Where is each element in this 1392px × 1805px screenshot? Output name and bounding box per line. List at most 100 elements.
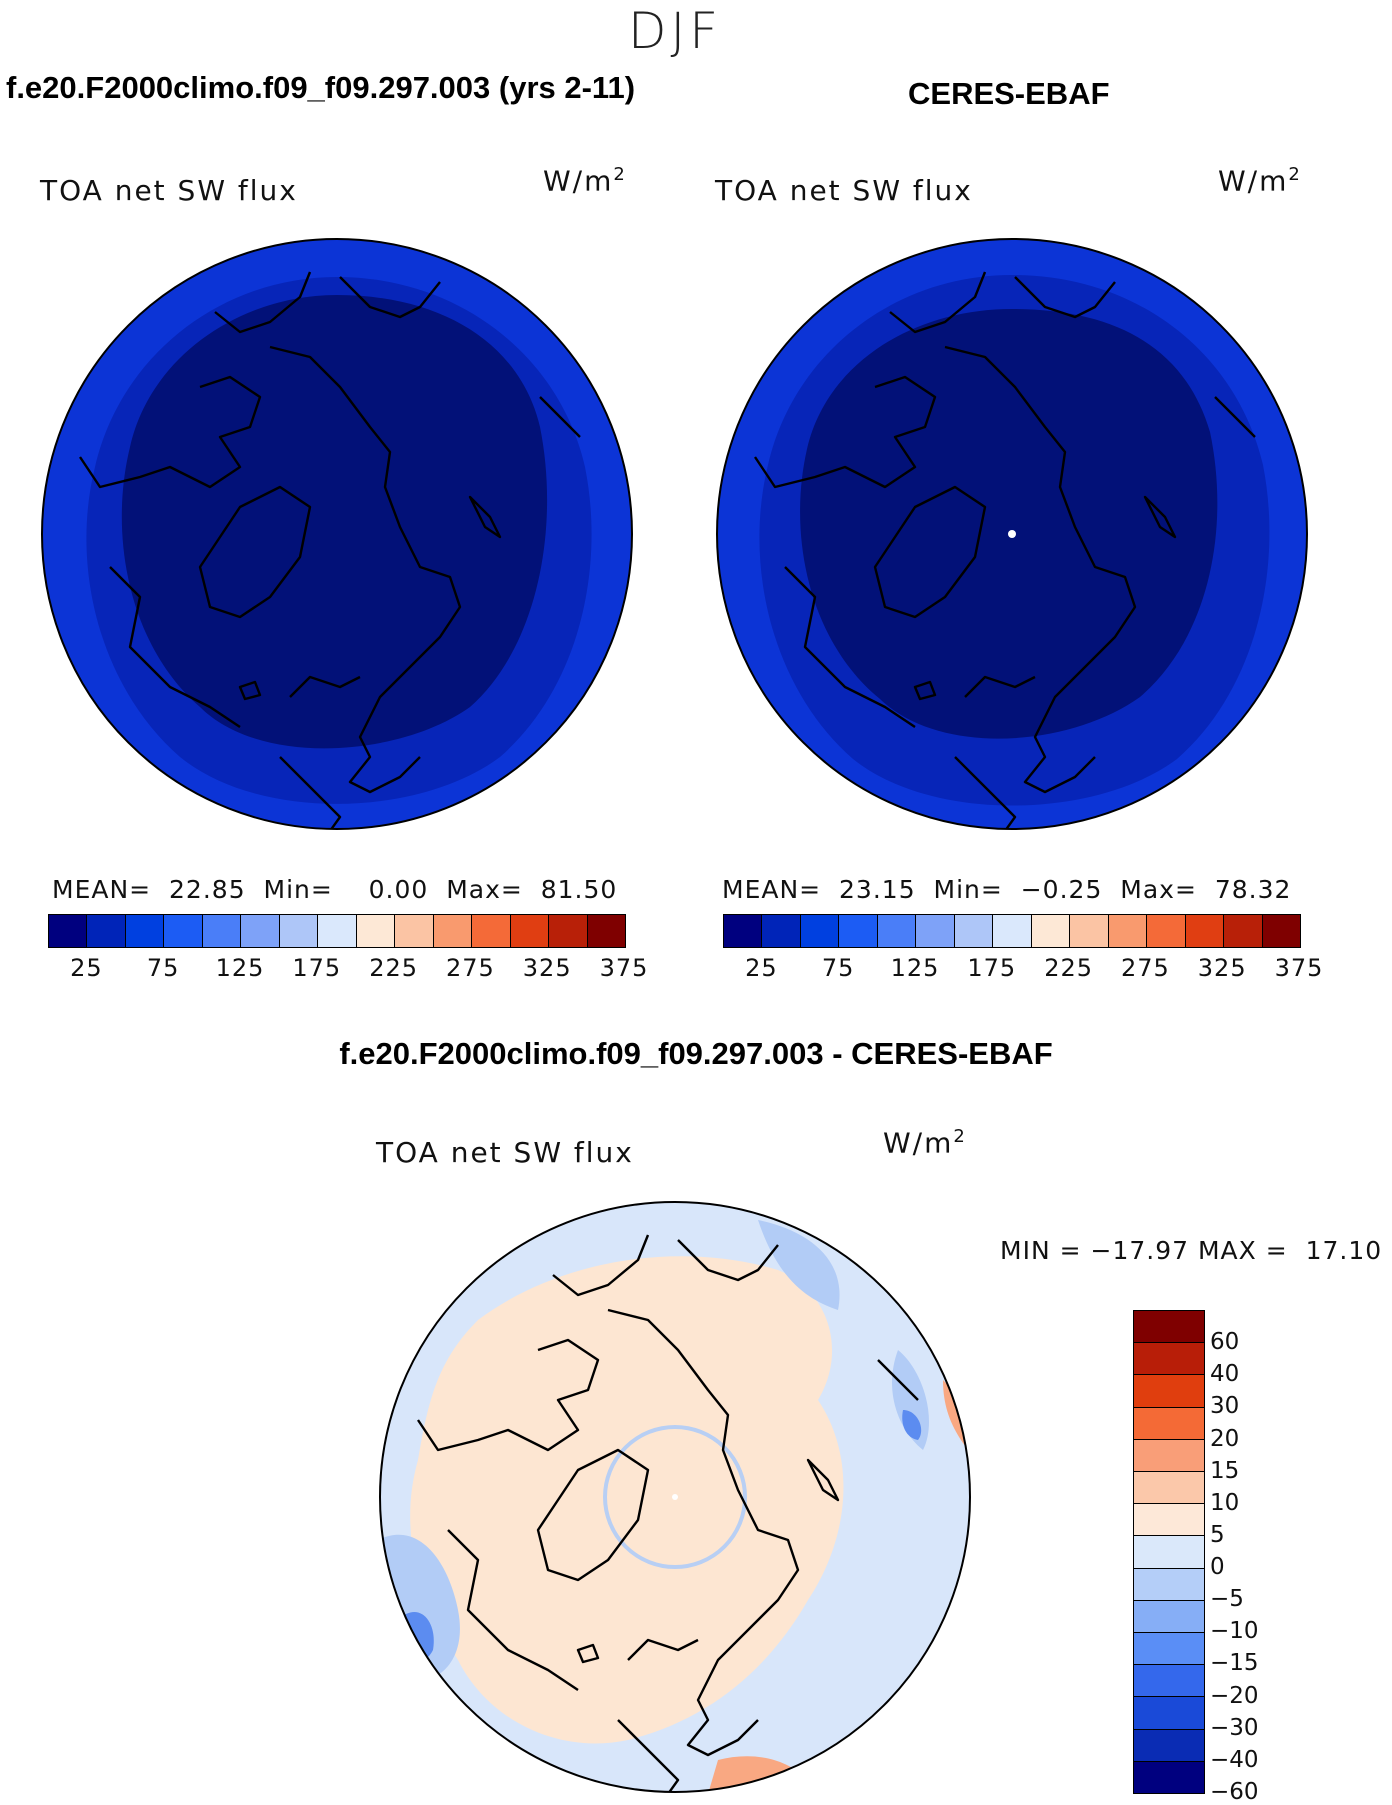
- obs-colorbar-swatch: [761, 915, 800, 947]
- diff-colorbar-swatch: [1134, 1311, 1204, 1343]
- obs-colorbar-swatch: [1030, 915, 1070, 947]
- obs-colorbar-ticks: 25 75 125 175 225 275 325 375: [723, 954, 1322, 984]
- model-colorbar-swatch: [49, 915, 87, 947]
- model-colorbar-tick-label: 375: [599, 954, 649, 982]
- diff-colorbar-label: −40: [1210, 1746, 1259, 1773]
- obs-colorbar-swatch: [1223, 915, 1262, 947]
- diff-panel-title: f.e20.F2000climo.f09_f09.297.003 - CERES…: [339, 1036, 1053, 1071]
- model-colorbar-tick-label: 125: [215, 954, 265, 982]
- diff-map-polar-ring: [603, 1425, 747, 1569]
- obs-colorbar-swatch: [724, 915, 762, 947]
- model-colorbar-swatch: [548, 915, 587, 947]
- obs-colorbar-swatch: [1107, 915, 1147, 947]
- model-colorbar-swatch: [163, 915, 202, 947]
- model-panel-subtitle: TOA net SW flux: [40, 174, 298, 207]
- obs-map-inner-band: [800, 309, 1218, 739]
- diff-colorbar-label: −5: [1210, 1586, 1244, 1613]
- obs-colorbar-tick-label: 325: [1197, 954, 1247, 982]
- model-stats: MEAN= 22.85 Min= 0.00 Max= 81.50: [52, 875, 618, 904]
- diff-colorbar-label: 5: [1210, 1521, 1225, 1548]
- obs-panel-subtitle: TOA net SW flux: [715, 174, 973, 207]
- diff-colorbar-swatch: [1134, 1696, 1204, 1729]
- diff-colorbar-label: −30: [1210, 1714, 1259, 1741]
- diff-colorbar-swatch: [1134, 1567, 1204, 1600]
- obs-colorbar-swatch: [876, 915, 916, 947]
- diff-colorbar-swatch: [1134, 1406, 1204, 1439]
- obs-colorbar-tick-label: 225: [1044, 954, 1093, 982]
- diff-colorbar-swatch: [1134, 1728, 1204, 1761]
- obs-colorbar-tick-label: 75: [821, 954, 855, 982]
- diff-colorbar-swatch: [1134, 1438, 1204, 1472]
- obs-colorbar-swatch: [1069, 915, 1108, 947]
- diff-colorbar-swatch: [1134, 1599, 1204, 1633]
- diff-colorbar-label: −60: [1210, 1779, 1259, 1805]
- diff-map-positive-region: [410, 1256, 844, 1744]
- model-colorbar-swatch: [586, 915, 626, 947]
- model-colorbar-tick-label: 275: [445, 954, 495, 982]
- obs-coastlines: [754, 271, 1256, 829]
- model-polar-map: [41, 238, 633, 830]
- obs-pole-hole: [1008, 530, 1016, 538]
- model-colorbar-swatch: [471, 915, 510, 947]
- diff-colorbar-swatch: [1134, 1503, 1204, 1536]
- diff-colorbar-swatch: [1134, 1632, 1204, 1665]
- model-colorbar-swatch: [509, 915, 549, 947]
- model-colorbar: [48, 914, 626, 948]
- obs-panel-title: CERES-EBAF: [908, 76, 1110, 111]
- obs-colorbar-tick-label: 25: [745, 954, 778, 982]
- model-panel-title: f.e20.F2000climo.f09_f09.297.003 (yrs 2-…: [6, 70, 636, 105]
- obs-colorbar-swatch: [915, 915, 954, 947]
- model-coastlines: [79, 271, 581, 829]
- model-colorbar-tick-label: 175: [292, 954, 342, 982]
- diff-colorbar-swatch: [1134, 1342, 1204, 1375]
- diff-colorbar-label: 10: [1210, 1489, 1240, 1516]
- diff-pole-hole: [672, 1494, 678, 1500]
- diff-colorbar: [1133, 1310, 1205, 1794]
- model-colorbar-swatch: [432, 915, 472, 947]
- model-colorbar-swatch: [278, 915, 318, 947]
- model-colorbar-swatch: [124, 915, 164, 947]
- obs-colorbar-tick-label: 125: [890, 954, 940, 982]
- obs-stats: MEAN= 23.15 Min= −0.25 Max= 78.32: [722, 875, 1292, 904]
- diff-colorbar-label: 0: [1210, 1554, 1225, 1581]
- obs-colorbar-swatch: [1261, 915, 1301, 947]
- diff-colorbar-label: 60: [1210, 1329, 1240, 1356]
- diff-panel-units: W/m2: [883, 1126, 967, 1160]
- model-colorbar-tick-label: 225: [369, 954, 418, 982]
- obs-colorbar-tick-label: 275: [1120, 954, 1170, 982]
- model-colorbar-swatch: [317, 915, 356, 947]
- diff-colorbar-label: 20: [1210, 1425, 1240, 1452]
- diff-colorbar-label: −20: [1210, 1682, 1259, 1709]
- diff-colorbar-swatch: [1134, 1471, 1204, 1504]
- diff-map-negative-core-east: [902, 1410, 922, 1440]
- diff-colorbar-swatch: [1134, 1664, 1204, 1697]
- model-colorbar-swatch: [86, 915, 125, 947]
- season-title: DJF: [627, 2, 722, 60]
- diff-panel-subtitle: TOA net SW flux: [376, 1136, 634, 1169]
- diff-colorbar-label: 15: [1210, 1457, 1240, 1484]
- obs-colorbar-tick-label: 175: [967, 954, 1017, 982]
- diff-colorbar-swatch: [1134, 1535, 1204, 1568]
- model-colorbar-swatch: [394, 915, 433, 947]
- obs-colorbar-swatch: [838, 915, 877, 947]
- diff-coastlines: [417, 1234, 919, 1792]
- model-colorbar-tick-label: 25: [70, 954, 103, 982]
- diff-map-negative-patch-north: [758, 1220, 840, 1310]
- diff-colorbar-label: 30: [1210, 1393, 1240, 1420]
- diff-colorbar-swatch: [1134, 1760, 1204, 1794]
- obs-polar-map: [716, 238, 1308, 830]
- model-colorbar-tick-label: 75: [146, 954, 180, 982]
- obs-panel-units: W/m2: [1218, 164, 1302, 198]
- obs-colorbar-swatch: [1146, 915, 1185, 947]
- diff-colorbar-label: 40: [1210, 1361, 1240, 1388]
- obs-colorbar: [723, 914, 1301, 948]
- model-colorbar-ticks: 25 75 125 175 225 275 325 375: [48, 954, 647, 984]
- model-colorbar-swatch: [201, 915, 241, 947]
- obs-colorbar-swatch: [953, 915, 993, 947]
- obs-colorbar-swatch: [1184, 915, 1224, 947]
- obs-colorbar-tick-label: 375: [1274, 954, 1324, 982]
- diff-colorbar-label: −10: [1210, 1618, 1259, 1645]
- diff-polar-map: [379, 1201, 971, 1793]
- model-panel-units: W/m2: [543, 164, 627, 198]
- diff-minmax: MIN = −17.97 MAX = 17.10: [1000, 1236, 1383, 1265]
